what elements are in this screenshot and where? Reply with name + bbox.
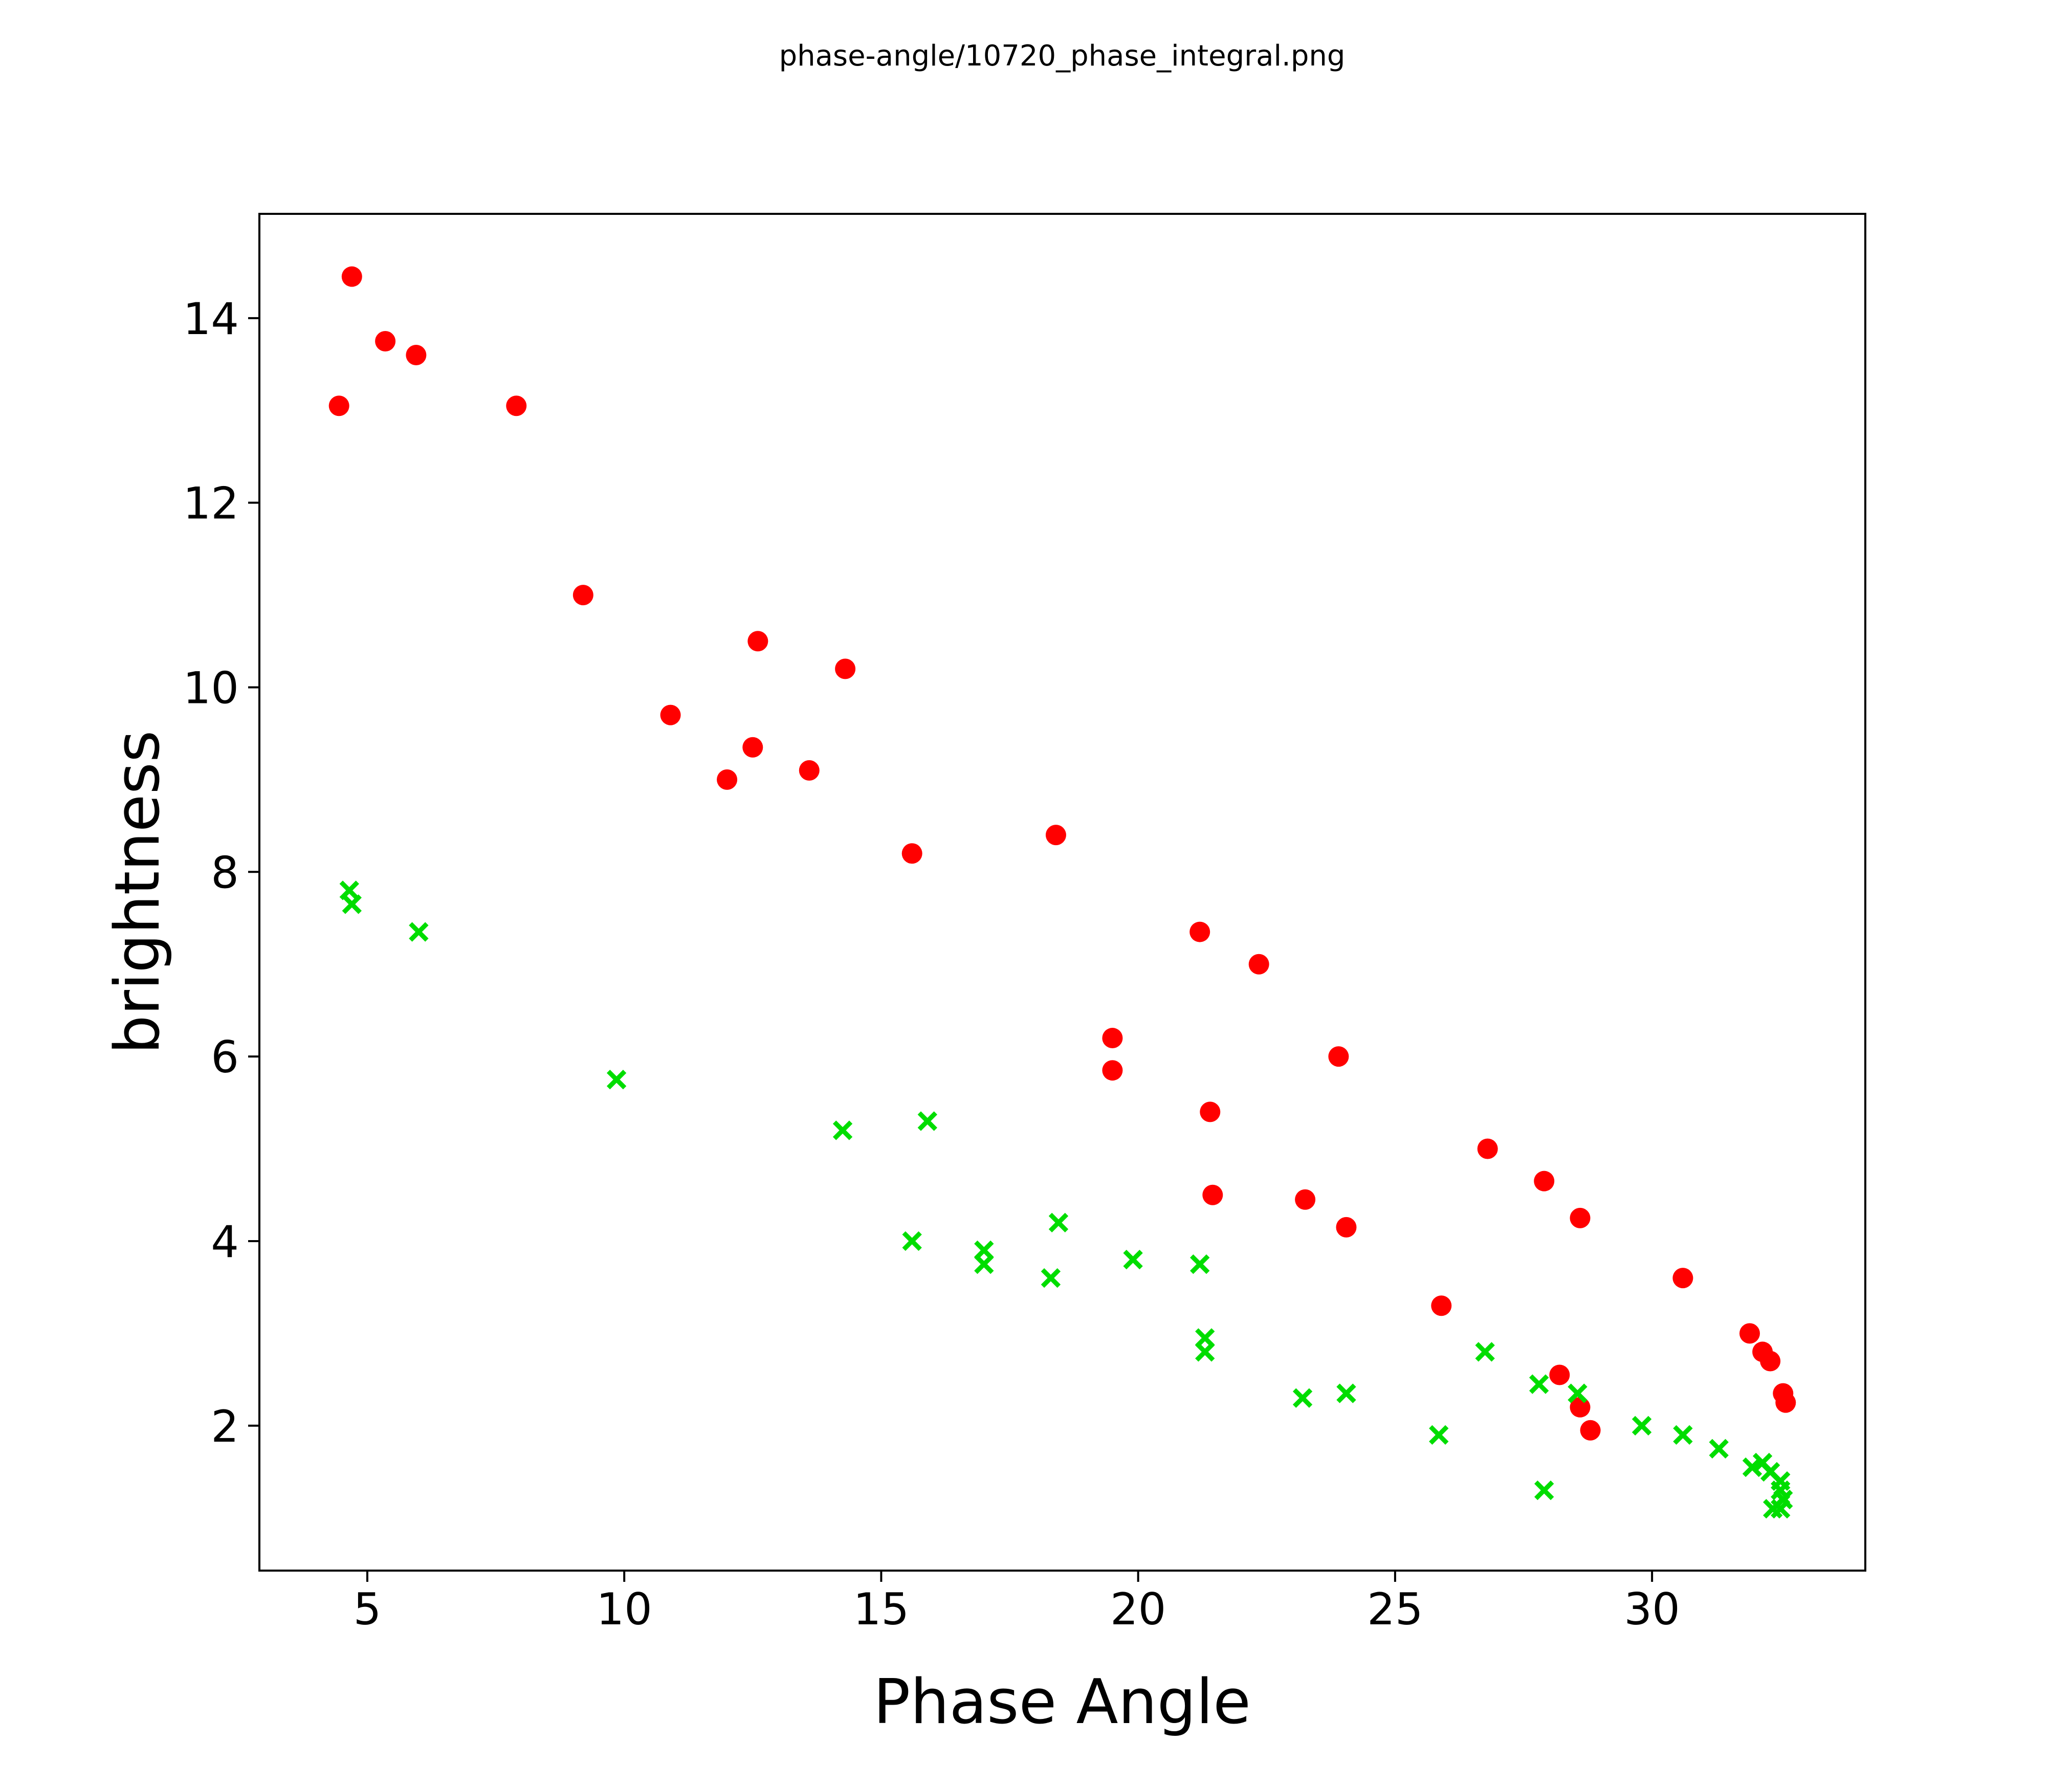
y-tick-label: 2 — [211, 1401, 239, 1452]
data-point-red — [1189, 921, 1210, 942]
data-point-red — [1295, 1189, 1316, 1210]
data-point-red — [1102, 1028, 1123, 1049]
data-point-green — [1529, 1374, 1549, 1394]
data-point-green — [1048, 1212, 1069, 1233]
y-axis-ticks: 2 4 6 8 10 12 14 — [183, 294, 259, 1452]
x-tick-label: 15 — [853, 1584, 909, 1635]
data-point-red — [1672, 1268, 1693, 1289]
data-point-green — [339, 880, 359, 900]
data-point-red — [1549, 1364, 1570, 1385]
x-tick-label: 5 — [354, 1584, 382, 1635]
data-point-green — [1673, 1425, 1693, 1445]
data-point-red — [1775, 1392, 1796, 1413]
data-point-green — [1195, 1342, 1215, 1362]
data-point-green — [974, 1254, 994, 1274]
data-point-red — [1580, 1420, 1601, 1441]
chart-title: phase-angle/10720_phase_integral.png — [779, 39, 1346, 73]
data-point-green — [1123, 1249, 1143, 1270]
data-point-red — [1202, 1184, 1223, 1205]
data-point-red — [341, 266, 362, 287]
data-point-red — [506, 395, 527, 416]
data-point-green — [1190, 1254, 1210, 1274]
data-point-green — [342, 894, 362, 914]
data-point-green — [1475, 1342, 1495, 1362]
y-tick-label: 6 — [211, 1032, 239, 1083]
data-point-red — [1570, 1397, 1591, 1418]
y-tick-label: 10 — [183, 663, 239, 714]
data-point-red — [1336, 1217, 1357, 1238]
series-green-x — [339, 880, 1793, 1519]
data-point-red — [1045, 825, 1066, 846]
data-point-red — [835, 658, 856, 679]
data-point-green — [409, 922, 429, 942]
data-point-red — [1739, 1323, 1760, 1344]
data-point-green — [832, 1120, 853, 1140]
data-point-red — [1570, 1207, 1591, 1228]
x-axis-ticks: 5 10 15 20 25 30 — [354, 1571, 1680, 1635]
data-point-red — [747, 631, 768, 652]
data-point-green — [1429, 1425, 1449, 1445]
data-point-red — [375, 330, 396, 351]
x-axis-label: Phase Angle — [873, 1667, 1251, 1738]
data-point-green — [1534, 1480, 1554, 1501]
data-point-red — [572, 585, 593, 606]
data-point-green — [1709, 1439, 1729, 1459]
y-tick-label: 8 — [211, 847, 239, 898]
data-point-red — [1431, 1295, 1452, 1316]
y-tick-label: 14 — [183, 294, 239, 345]
data-point-green — [1336, 1383, 1356, 1403]
data-point-green — [1632, 1416, 1652, 1436]
data-point-red — [742, 737, 763, 758]
plot-series — [328, 266, 1796, 1519]
y-tick-label: 12 — [183, 478, 239, 530]
x-tick-label: 10 — [596, 1584, 652, 1635]
data-point-red — [328, 395, 349, 416]
data-point-red — [1328, 1046, 1349, 1067]
data-point-red — [406, 345, 427, 366]
data-point-green — [1568, 1383, 1588, 1403]
series-red-dots — [328, 266, 1796, 1441]
data-point-red — [1760, 1351, 1781, 1372]
data-point-red — [799, 760, 820, 781]
data-point-red — [1200, 1101, 1221, 1122]
data-point-red — [1248, 954, 1269, 975]
y-tick-label: 4 — [211, 1217, 239, 1268]
data-point-red — [717, 769, 738, 790]
data-point-green — [606, 1070, 627, 1090]
data-point-green — [902, 1231, 922, 1251]
data-point-red — [901, 843, 922, 864]
data-point-green — [1771, 1498, 1791, 1519]
data-point-green — [1041, 1268, 1061, 1288]
data-point-green — [1742, 1457, 1762, 1477]
data-point-red — [1102, 1060, 1123, 1081]
plot-frame — [258, 213, 1866, 1572]
data-point-green — [917, 1111, 938, 1131]
data-point-red — [1534, 1171, 1555, 1192]
y-axis-label: brightness — [102, 730, 173, 1054]
x-tick-label: 30 — [1624, 1584, 1680, 1635]
x-tick-label: 25 — [1367, 1584, 1423, 1635]
data-point-red — [660, 704, 681, 725]
data-point-red — [1477, 1138, 1498, 1159]
data-point-green — [1292, 1388, 1313, 1408]
x-tick-label: 20 — [1110, 1584, 1166, 1635]
